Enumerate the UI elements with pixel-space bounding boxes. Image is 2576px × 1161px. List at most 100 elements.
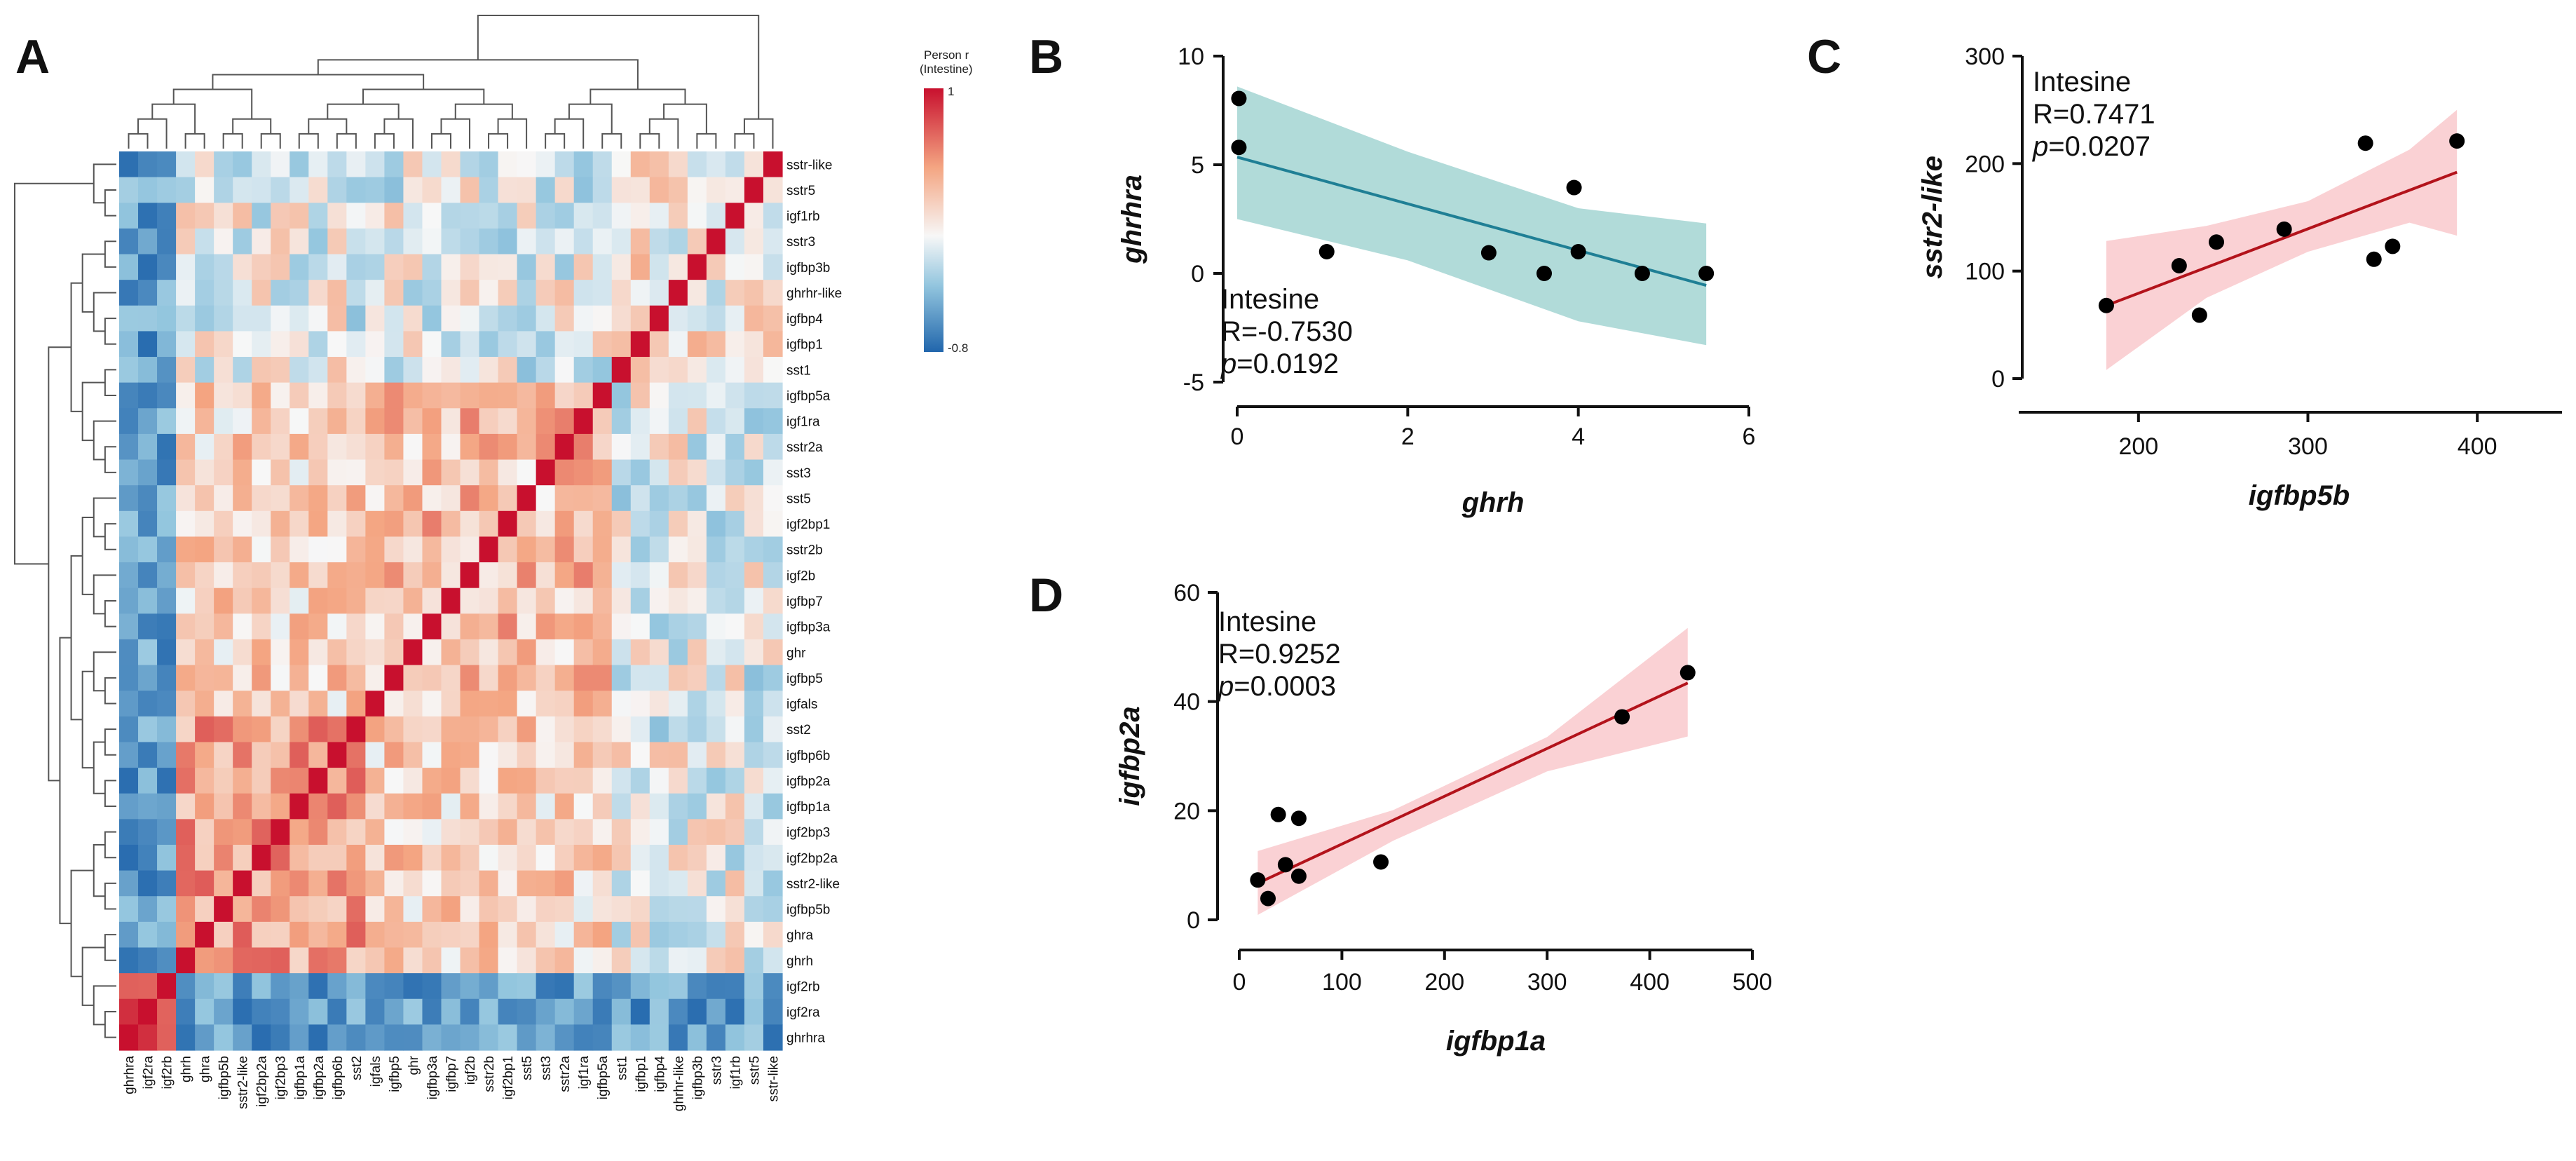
- heatmap-cell: [517, 510, 537, 538]
- heatmap-cell: [195, 716, 214, 743]
- heatmap-cell: [706, 357, 726, 383]
- heatmap-cell: [479, 742, 499, 768]
- heatmap-cell: [592, 459, 613, 486]
- dendrogram-branch: [172, 88, 253, 119]
- heatmap-row-label: igfbp6b: [786, 749, 830, 763]
- heatmap-cell: [308, 665, 328, 691]
- heatmap-cell: [668, 254, 688, 280]
- heatmap-cell: [214, 742, 233, 768]
- heatmap-cell: [384, 280, 404, 306]
- heatmap-cell: [536, 998, 556, 1025]
- heatmap-cell: [289, 973, 309, 1000]
- heatmap-cell: [573, 408, 594, 435]
- heatmap-cell: [252, 768, 271, 794]
- heatmap-cell: [195, 459, 214, 486]
- heatmap-cell: [384, 485, 404, 512]
- heatmap-cell: [308, 613, 328, 640]
- heatmap-cell: [744, 536, 764, 563]
- heatmap-cell: [365, 819, 385, 846]
- heatmap-cell: [725, 742, 745, 768]
- heatmap-cell: [536, 203, 556, 229]
- heatmap-cell: [573, 459, 594, 486]
- heatmap-cell: [611, 639, 632, 666]
- heatmap-cell: [554, 844, 575, 871]
- dendrogram-branch: [743, 118, 774, 149]
- heatmap-cell: [441, 331, 461, 358]
- heatmap-cell: [289, 177, 309, 203]
- heatmap-cell: [517, 768, 537, 794]
- heatmap-cell: [195, 510, 214, 538]
- heatmap-cell: [384, 870, 404, 897]
- heatmap-cell: [536, 177, 556, 203]
- heatmap-cell: [668, 768, 688, 794]
- d-point-0: [1250, 872, 1266, 888]
- heatmap-cell: [592, 613, 613, 640]
- heatmap-cell: [554, 870, 575, 897]
- heatmap-cell: [630, 973, 650, 1000]
- heatmap-cell: [138, 742, 158, 768]
- heatmap-cell: [441, 613, 461, 640]
- heatmap-cell: [195, 691, 214, 717]
- dendrogram-branch: [81, 670, 94, 769]
- heatmap-cell: [233, 459, 252, 486]
- heatmap-cell: [668, 844, 688, 871]
- heatmap-cell: [138, 485, 158, 512]
- heatmap-cell: [706, 613, 726, 640]
- heatmap-cell: [763, 639, 783, 666]
- heatmap-cell: [233, 998, 252, 1025]
- heatmap-cell: [157, 177, 177, 203]
- heatmap-cell: [195, 588, 214, 614]
- dendrogram-branch: [336, 133, 357, 149]
- heatmap-cell: [744, 331, 764, 358]
- heatmap-cell: [441, 228, 461, 255]
- heatmap-cell: [573, 588, 594, 614]
- dendrogram-branch: [81, 381, 105, 442]
- heatmap-cell: [119, 536, 139, 563]
- heatmap-cell: [346, 768, 366, 794]
- heatmap-cell: [441, 896, 461, 923]
- heatmap-cell: [403, 1024, 423, 1051]
- heatmap-cell: [517, 742, 537, 768]
- heatmap-cell: [233, 228, 252, 255]
- heatmap-cell: [138, 716, 158, 743]
- heatmap-cell: [384, 459, 404, 486]
- heatmap-cell: [365, 357, 385, 383]
- heatmap-cell: [649, 613, 669, 640]
- b-annotation: Intesine R=-0.7530 p=0.0192: [1220, 284, 1353, 379]
- heatmap-cell: [289, 921, 309, 949]
- heatmap-cell: [119, 768, 139, 794]
- heatmap-cell: [176, 151, 196, 178]
- heatmap-cell: [119, 151, 139, 178]
- heatmap-cell: [138, 588, 158, 614]
- heatmap-cell: [460, 844, 480, 871]
- heatmap-cell: [744, 613, 764, 640]
- heatmap-cell: [630, 716, 650, 743]
- heatmap-cell: [687, 921, 707, 949]
- heatmap-cell: [252, 562, 271, 589]
- heatmap-cell: [157, 357, 177, 383]
- dendrogram-branch: [222, 133, 243, 149]
- dendrogram-branch: [639, 133, 660, 149]
- heatmap-cell: [195, 613, 214, 640]
- heatmap-cell: [289, 613, 309, 640]
- heatmap-cell: [233, 819, 252, 846]
- heatmap-cell: [573, 382, 594, 409]
- heatmap-cell: [346, 536, 366, 563]
- heatmap-cell: [176, 768, 196, 794]
- heatmap-cell: [744, 998, 764, 1025]
- heatmap-cell: [725, 254, 745, 280]
- heatmap-cell: [252, 896, 271, 923]
- heatmap-cell: [763, 742, 783, 768]
- dendrogram-branch: [93, 163, 116, 204]
- heatmap-cell: [176, 254, 196, 280]
- heatmap-cell: [611, 562, 632, 589]
- heatmap-cell: [422, 691, 442, 717]
- heatmap-cell: [668, 510, 688, 538]
- heatmap-cell: [384, 177, 404, 203]
- heatmap-cell: [611, 793, 632, 820]
- heatmap-cell: [536, 305, 556, 332]
- heatmap-cell: [517, 998, 537, 1025]
- heatmap-cell: [573, 870, 594, 897]
- heatmap-cell: [252, 921, 271, 949]
- heatmap-cell: [517, 613, 537, 640]
